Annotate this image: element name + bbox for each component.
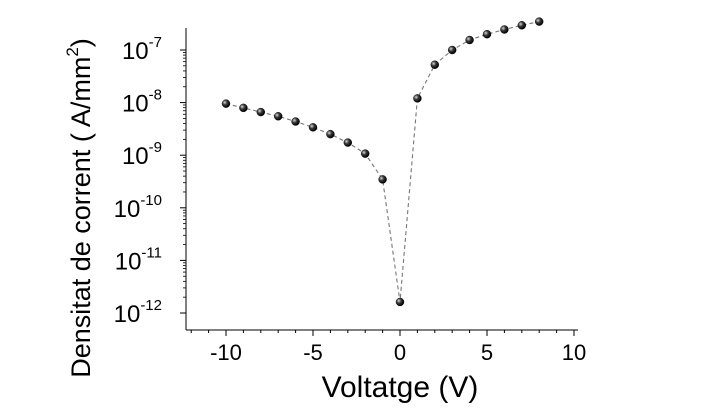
data-point — [395, 297, 405, 307]
x-tick-label: 10 — [562, 340, 586, 365]
x-tick-label: 0 — [394, 340, 406, 365]
y-tick-label: 10-11 — [115, 244, 162, 275]
data-point — [308, 123, 318, 132]
x-tick-label: 5 — [481, 340, 493, 365]
data-point — [430, 60, 439, 69]
data-point — [413, 94, 422, 103]
data-point — [482, 30, 492, 39]
data-point — [500, 25, 509, 34]
data-point — [448, 45, 457, 55]
data-point — [378, 175, 387, 184]
data-point — [291, 117, 300, 126]
series-line — [225, 21, 540, 303]
data-point — [535, 17, 544, 26]
data-point — [221, 99, 231, 108]
data-point — [326, 129, 335, 139]
data-points — [221, 17, 544, 307]
data-point — [517, 21, 526, 30]
y-tick-label: 10-7 — [122, 34, 162, 65]
y-tick-label: 10-12 — [114, 297, 162, 328]
y-tick-label: 10-8 — [122, 87, 162, 118]
x-tick-label: -5 — [303, 340, 323, 365]
y-tick-label: 10-10 — [114, 192, 162, 223]
x-axis-title: Voltatge (V) — [322, 371, 479, 404]
data-point — [343, 138, 352, 147]
data-point — [465, 35, 474, 45]
y-axis-title: Densitat de corrent ( A/mm2) — [63, 38, 96, 378]
data-point — [239, 103, 248, 113]
data-point — [256, 107, 265, 117]
data-point — [274, 112, 283, 121]
y-tick-label: 10-9 — [122, 139, 162, 170]
data-point — [361, 149, 370, 158]
x-tick-label: -10 — [210, 340, 242, 365]
